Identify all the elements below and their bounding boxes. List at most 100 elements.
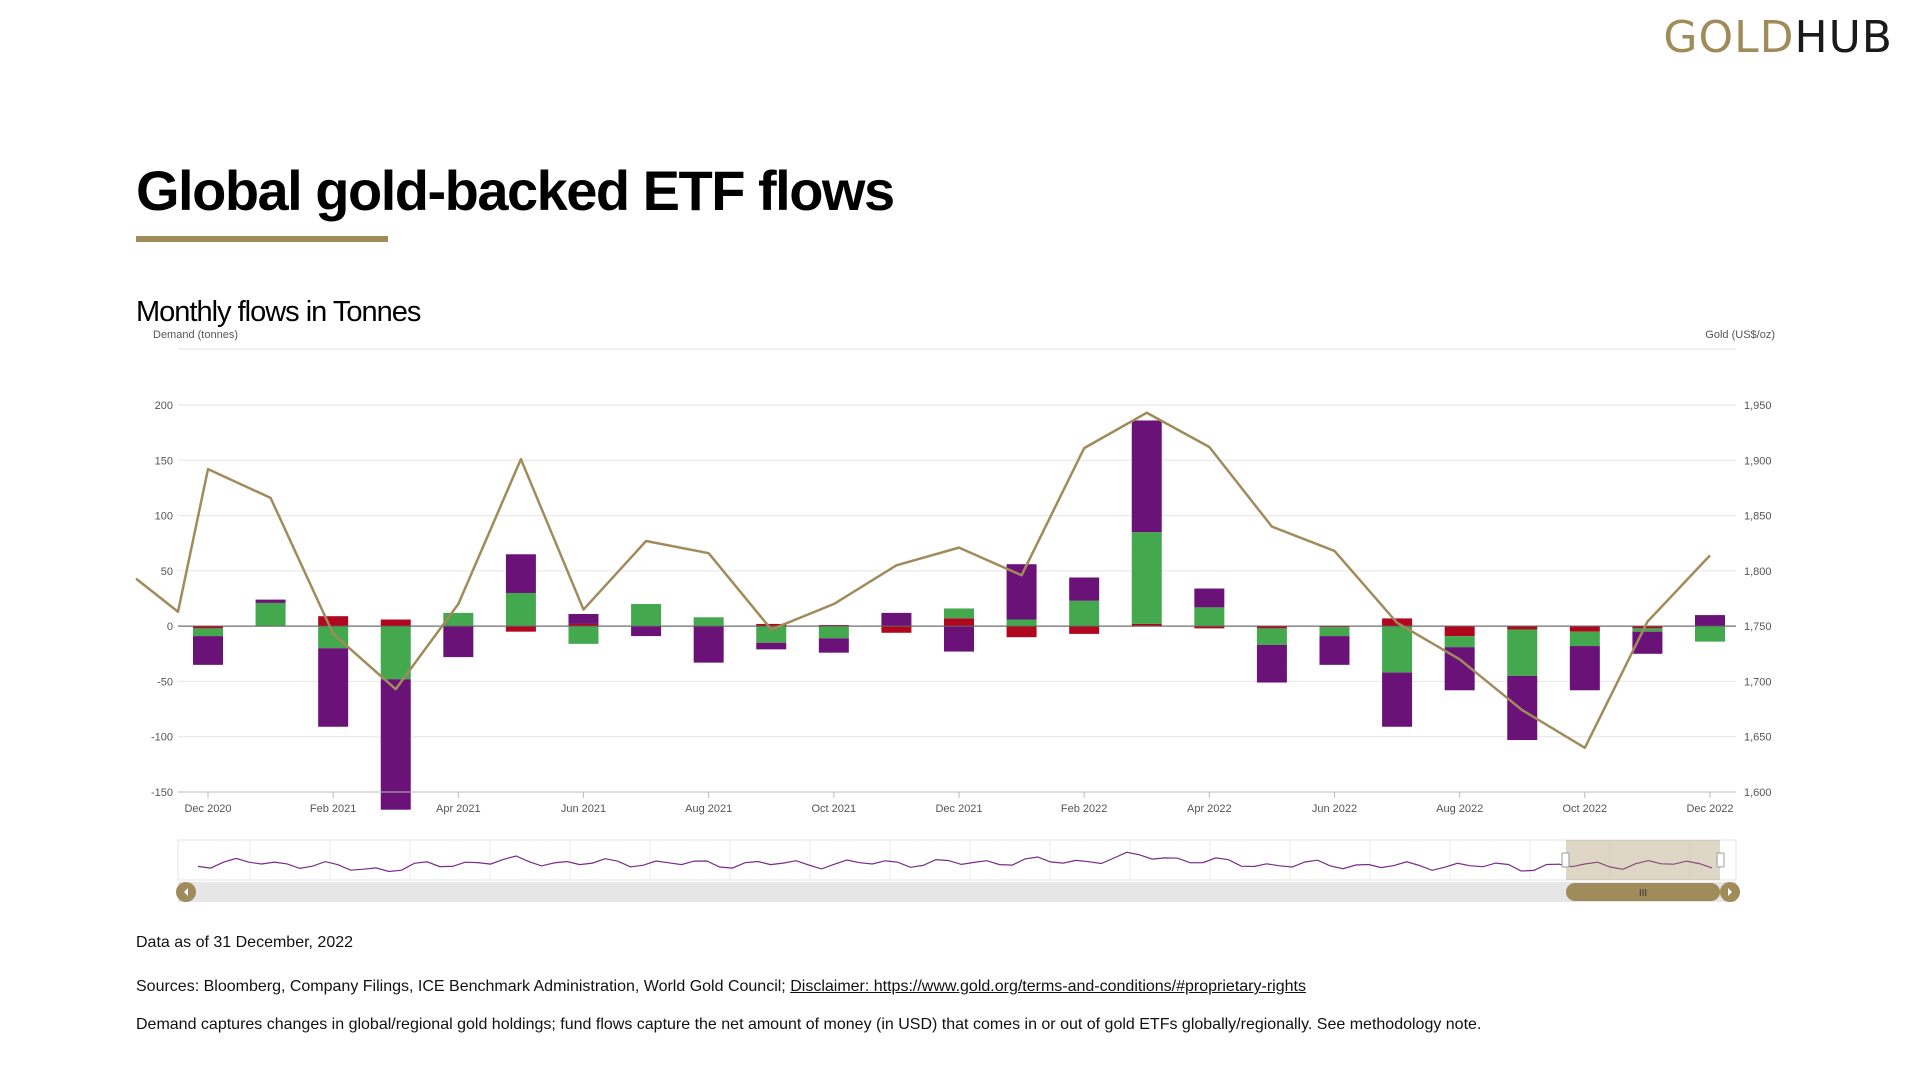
bar-asia-other [1507, 626, 1538, 630]
bar-asia-other [881, 626, 912, 633]
etf-flows-chart[interactable]: Demand (tonnes) Gold (US$/oz) -150 -100 -50 0… [0, 320, 1920, 920]
axis-layer: Demand (tonnes) Gold (US$/oz) -150 -100 -50 0… [151, 329, 1775, 815]
bar-asia-other [944, 618, 974, 627]
bar-asia-other [1444, 626, 1475, 637]
navigator-handle-right[interactable] [1716, 852, 1725, 868]
bar-north-america [818, 638, 849, 653]
bar-north-america [1069, 577, 1100, 601]
grid-layer [178, 348, 1736, 793]
bar-europe [1569, 631, 1600, 647]
bar-europe [568, 626, 599, 644]
disclaimer-link[interactable]: Disclaimer: https://www.gold.org/terms-a… [790, 978, 1306, 995]
navigator-frame [177, 839, 1737, 881]
y2-tick-label: 1,650 [1744, 732, 1772, 744]
bar-asia-other [193, 626, 223, 629]
bar-europe [818, 626, 849, 639]
bar-north-america [1695, 615, 1725, 627]
bar-north-america [568, 613, 599, 624]
line-layer [135, 411, 1711, 750]
navigator-selected-range[interactable] [1566, 840, 1720, 880]
bar-north-america [944, 626, 974, 652]
x-tick-label: Apr 2022 [1187, 803, 1232, 815]
bar-asia-other [505, 626, 536, 632]
bar-europe [1194, 607, 1225, 627]
bar-north-america [443, 626, 474, 658]
bar-europe [505, 592, 536, 627]
bar-europe [255, 602, 286, 627]
y-tick-label: -150 [151, 787, 173, 799]
bar-north-america [693, 626, 724, 663]
y-tick-label: 200 [155, 400, 173, 412]
y-tick-label: 100 [155, 511, 173, 523]
bar-asia-other [818, 625, 849, 627]
bar-europe [318, 626, 349, 649]
y-tick-label: -100 [151, 732, 173, 744]
bar-europe [1695, 626, 1725, 642]
y2-tick-label: 1,850 [1744, 511, 1772, 523]
bar-asia-other [1006, 626, 1037, 638]
x-tick-label: Feb 2022 [1061, 803, 1107, 815]
x-tick-label: Dec 2022 [1686, 803, 1733, 815]
bar-europe [380, 626, 411, 680]
x-tick-label: Dec 2020 [184, 803, 231, 815]
sources-note: Sources: Bloomberg, Company Filings, ICE… [136, 978, 1306, 996]
scrollbar-thumb[interactable] [1566, 883, 1720, 901]
navigator-handle-left[interactable] [1561, 852, 1570, 868]
x-tick-label: Feb 2021 [310, 803, 356, 815]
scrollbar-grip[interactable]: III [1639, 888, 1647, 899]
y-tick-label: -50 [157, 676, 173, 688]
bar-north-america [631, 626, 662, 637]
bar-europe [1507, 629, 1538, 676]
bar-europe [944, 608, 974, 619]
gold-price-line [135, 411, 1711, 750]
x-tick-label: Oct 2021 [812, 803, 857, 815]
bar-layer [178, 420, 1736, 810]
bar-europe [756, 626, 787, 643]
bar-europe [1256, 628, 1287, 645]
bar-europe [1444, 636, 1475, 648]
methodology-note: Demand captures changes in global/region… [136, 1016, 1482, 1033]
bar-north-america [505, 554, 536, 593]
bar-asia-other [1131, 623, 1162, 627]
bar-asia-other [1569, 626, 1600, 632]
y-tick-label: 150 [155, 455, 173, 467]
bar-europe [1006, 619, 1037, 627]
x-tick-label: Jun 2022 [1312, 803, 1357, 815]
bar-europe [631, 604, 662, 627]
bar-europe [1319, 627, 1350, 637]
bar-asia-other [1069, 626, 1100, 634]
x-tick-label: Oct 2022 [1563, 803, 1608, 815]
goldhub-logo[interactable]: GOLDHUB [1663, 12, 1893, 63]
bar-north-america [255, 599, 286, 603]
bar-europe [693, 617, 724, 627]
y2-tick-label: 1,700 [1744, 676, 1772, 688]
bar-north-america [1569, 646, 1600, 691]
scrollbar-track[interactable] [178, 882, 1736, 902]
bar-north-america [1382, 672, 1413, 727]
title-underline [136, 236, 388, 242]
bar-asia-other [1256, 626, 1287, 629]
y2-tick-label: 1,900 [1744, 455, 1772, 467]
bar-north-america [1507, 675, 1538, 741]
data-as-of: Data as of 31 December, 2022 [136, 934, 354, 951]
y-tick-label: 50 [161, 566, 173, 578]
y-tick-label: 0 [167, 621, 173, 633]
chevron-right-icon [1728, 888, 1732, 896]
bar-asia-other [1194, 626, 1225, 629]
x-tick-label: Apr 2021 [436, 803, 481, 815]
bar-asia-other [756, 623, 787, 627]
logo-hub-text: HUB [1794, 12, 1893, 63]
bar-europe [1382, 626, 1413, 673]
bar-north-america [1194, 588, 1225, 608]
chevron-left-icon [184, 888, 188, 896]
bar-north-america [1131, 420, 1162, 533]
bar-europe [193, 628, 223, 637]
bar-asia-other [1319, 626, 1350, 628]
y2-tick-label: 1,800 [1744, 566, 1772, 578]
logo-gold-text: GOLD [1663, 12, 1795, 63]
chart-subtitle: Monthly flows in Tonnes [136, 296, 421, 328]
bar-europe [1632, 628, 1663, 632]
y2-tick-label: 1,950 [1744, 400, 1772, 412]
navigator: III [176, 839, 1740, 902]
bar-north-america [318, 648, 349, 727]
